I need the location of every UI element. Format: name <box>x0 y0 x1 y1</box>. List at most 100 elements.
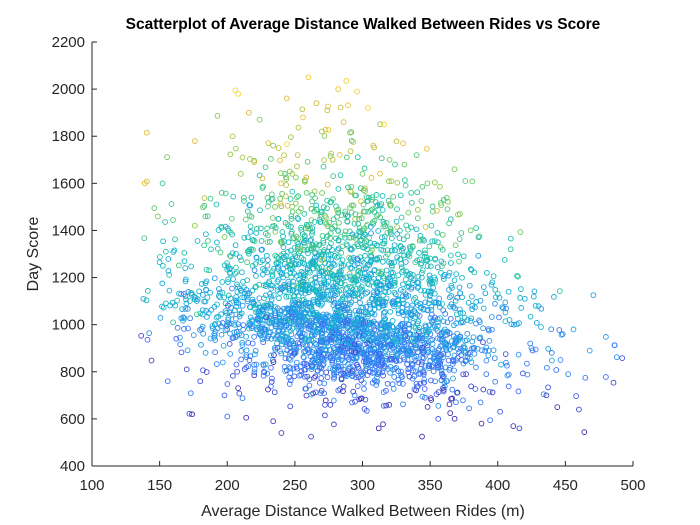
data-point <box>611 342 618 349</box>
data-point <box>280 333 286 339</box>
data-point <box>331 374 338 380</box>
data-point <box>263 314 269 321</box>
data-point <box>374 242 381 248</box>
data-point <box>367 342 374 349</box>
data-point <box>359 349 365 356</box>
data-point <box>380 302 387 309</box>
data-point <box>367 224 374 230</box>
data-point <box>404 233 411 240</box>
data-point <box>244 296 251 303</box>
data-point <box>305 74 312 81</box>
y-tick-label: 1400 <box>52 222 85 239</box>
data-point <box>553 367 560 373</box>
data-point <box>214 301 220 308</box>
data-point <box>189 411 195 418</box>
data-point <box>447 346 453 352</box>
data-point <box>358 215 365 221</box>
data-point <box>354 154 361 161</box>
data-point <box>443 340 450 347</box>
data-point <box>395 307 402 314</box>
data-point <box>565 371 571 377</box>
data-point <box>454 294 461 301</box>
data-point <box>363 311 369 317</box>
data-point <box>239 302 246 309</box>
data-point <box>192 138 198 144</box>
data-point <box>151 205 158 211</box>
data-point <box>457 290 463 297</box>
data-point <box>400 381 406 387</box>
data-point <box>310 358 316 364</box>
data-point <box>269 273 276 280</box>
data-point <box>267 301 274 307</box>
data-point <box>371 311 378 318</box>
data-point <box>404 361 410 367</box>
data-point <box>190 332 197 338</box>
data-point <box>423 328 430 335</box>
data-point <box>361 380 367 386</box>
data-point <box>274 334 280 340</box>
data-point <box>230 193 237 200</box>
data-point <box>267 308 274 314</box>
data-point <box>224 413 231 420</box>
data-point <box>420 355 427 362</box>
data-point <box>203 286 209 293</box>
data-point <box>243 354 250 360</box>
data-point <box>454 355 461 361</box>
data-point <box>439 231 446 238</box>
data-point <box>323 220 330 227</box>
data-point <box>338 376 345 383</box>
data-point <box>371 326 378 333</box>
data-point <box>543 392 550 399</box>
data-point <box>243 364 250 371</box>
data-point <box>548 326 555 333</box>
data-point <box>434 264 441 271</box>
data-point <box>339 297 346 303</box>
data-point <box>181 249 188 256</box>
data-point <box>392 291 399 298</box>
data-point <box>520 370 526 377</box>
data-point <box>335 86 342 92</box>
data-point <box>294 152 301 158</box>
data-point <box>315 350 322 356</box>
data-point <box>394 231 400 237</box>
data-point <box>329 156 336 163</box>
data-point <box>496 314 502 321</box>
data-point <box>424 342 431 349</box>
data-point <box>356 228 362 235</box>
data-point <box>499 304 506 311</box>
data-point <box>282 171 288 177</box>
data-point <box>416 334 423 341</box>
data-point <box>556 327 563 333</box>
data-point <box>397 335 404 341</box>
data-point <box>453 336 459 343</box>
data-point <box>381 221 388 227</box>
data-point <box>163 248 169 255</box>
data-point <box>418 287 424 294</box>
data-point <box>349 290 356 297</box>
data-point <box>185 325 191 332</box>
data-point <box>336 268 343 275</box>
data-point <box>319 354 325 360</box>
x-tick-label: 450 <box>553 477 578 494</box>
y-tick-label: 2200 <box>52 34 85 51</box>
data-point <box>319 264 325 270</box>
data-point <box>360 369 367 376</box>
data-point <box>364 289 371 296</box>
data-point <box>342 300 349 307</box>
data-point <box>389 273 396 280</box>
data-point <box>305 221 312 228</box>
data-point <box>216 286 222 292</box>
data-point <box>233 361 240 368</box>
data-point <box>446 366 453 373</box>
data-point <box>418 274 425 281</box>
data-point <box>398 372 404 378</box>
data-point <box>361 327 368 334</box>
data-point <box>251 372 258 379</box>
data-point <box>337 348 343 355</box>
data-point <box>393 218 400 225</box>
data-point <box>326 265 333 272</box>
data-point <box>412 310 419 316</box>
data-point <box>440 273 447 280</box>
data-point <box>321 157 327 163</box>
data-point <box>356 332 362 339</box>
